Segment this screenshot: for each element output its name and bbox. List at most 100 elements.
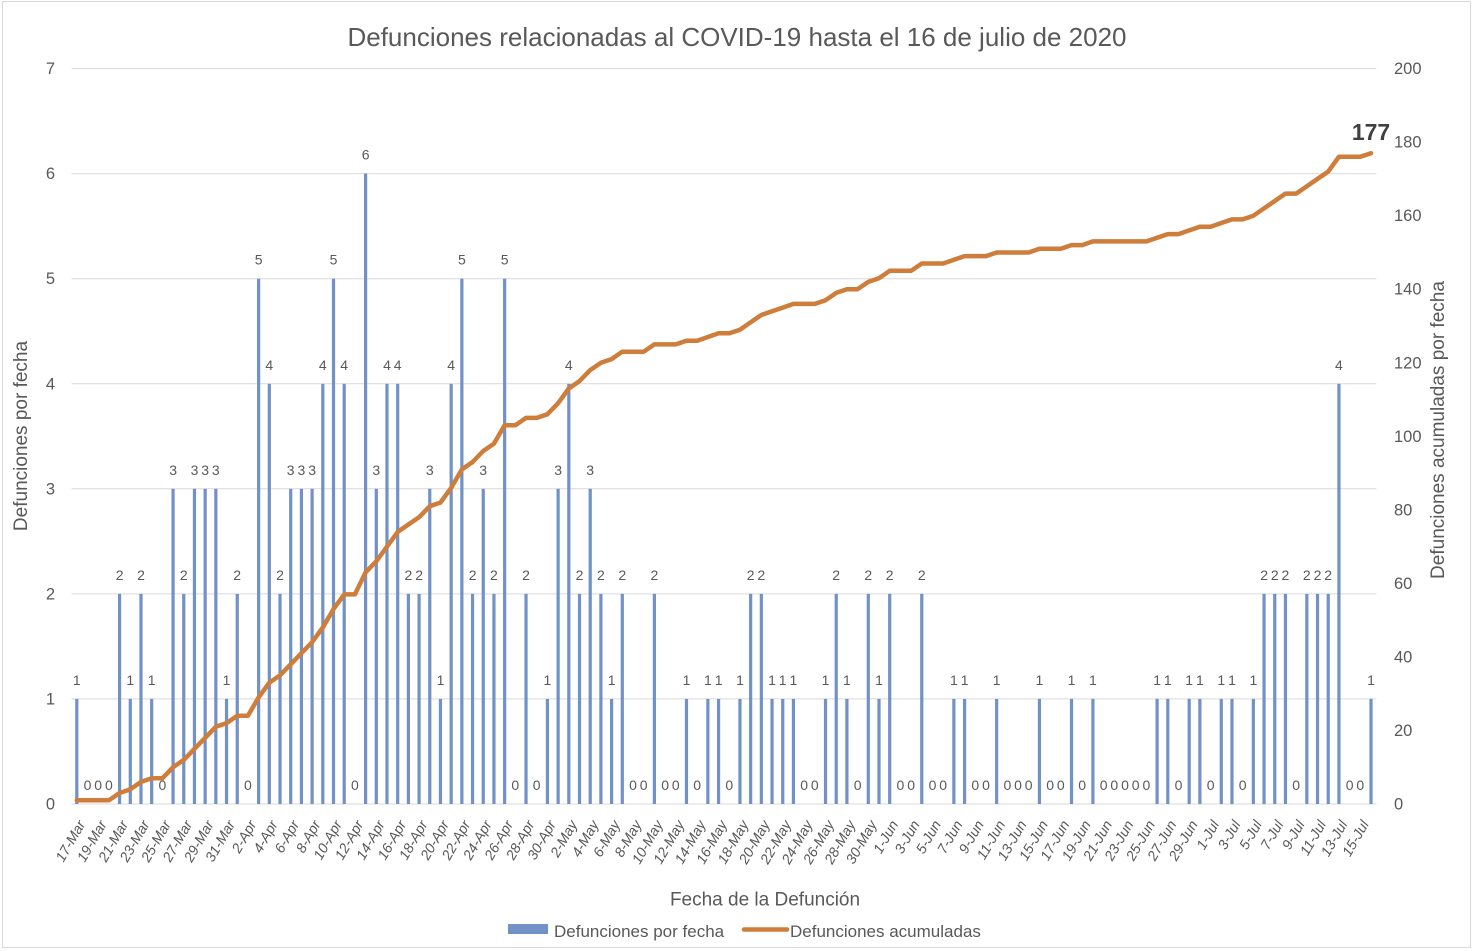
svg-text:0: 0 bbox=[1132, 777, 1140, 793]
svg-text:1: 1 bbox=[1153, 672, 1161, 688]
svg-text:1: 1 bbox=[1196, 672, 1204, 688]
svg-text:1: 1 bbox=[843, 672, 851, 688]
svg-text:1: 1 bbox=[544, 672, 552, 688]
svg-text:0: 0 bbox=[800, 777, 808, 793]
svg-text:2: 2 bbox=[137, 567, 145, 583]
svg-text:Defunciones por fecha: Defunciones por fecha bbox=[554, 922, 725, 941]
svg-text:1: 1 bbox=[1164, 672, 1172, 688]
svg-text:2: 2 bbox=[180, 567, 188, 583]
svg-text:0: 0 bbox=[939, 777, 947, 793]
svg-text:1: 1 bbox=[736, 672, 744, 688]
svg-text:1: 1 bbox=[46, 690, 55, 708]
svg-text:0: 0 bbox=[1110, 777, 1118, 793]
svg-text:4: 4 bbox=[46, 375, 55, 393]
svg-text:1: 1 bbox=[704, 672, 712, 688]
svg-text:Defunciones acumuladas: Defunciones acumuladas bbox=[790, 922, 981, 941]
svg-text:7: 7 bbox=[46, 60, 55, 78]
svg-text:0: 0 bbox=[1356, 777, 1364, 793]
svg-text:0: 0 bbox=[640, 777, 648, 793]
svg-text:2: 2 bbox=[651, 567, 659, 583]
svg-text:0: 0 bbox=[1394, 796, 1403, 814]
svg-text:0: 0 bbox=[1014, 777, 1022, 793]
svg-text:3: 3 bbox=[479, 462, 487, 478]
svg-text:0: 0 bbox=[511, 777, 519, 793]
svg-text:2: 2 bbox=[522, 567, 530, 583]
svg-text:5: 5 bbox=[501, 252, 509, 268]
svg-text:2: 2 bbox=[1271, 567, 1279, 583]
svg-text:2: 2 bbox=[918, 567, 926, 583]
svg-text:0: 0 bbox=[1346, 777, 1354, 793]
svg-text:0: 0 bbox=[1004, 777, 1012, 793]
svg-text:0: 0 bbox=[1100, 777, 1108, 793]
svg-text:4: 4 bbox=[447, 357, 455, 373]
svg-text:2: 2 bbox=[46, 585, 55, 603]
svg-text:2: 2 bbox=[415, 567, 423, 583]
svg-text:0: 0 bbox=[811, 777, 819, 793]
svg-text:0: 0 bbox=[244, 777, 252, 793]
svg-text:0: 0 bbox=[1175, 777, 1183, 793]
svg-text:4: 4 bbox=[340, 357, 348, 373]
svg-text:0: 0 bbox=[854, 777, 862, 793]
svg-text:1: 1 bbox=[608, 672, 616, 688]
svg-text:200: 200 bbox=[1394, 60, 1422, 78]
svg-text:1: 1 bbox=[437, 672, 445, 688]
svg-text:0: 0 bbox=[982, 777, 990, 793]
svg-text:3: 3 bbox=[298, 462, 306, 478]
svg-text:180: 180 bbox=[1394, 134, 1422, 152]
svg-text:2: 2 bbox=[1324, 567, 1332, 583]
svg-text:1: 1 bbox=[1228, 672, 1236, 688]
svg-text:1: 1 bbox=[148, 672, 156, 688]
svg-text:0: 0 bbox=[533, 777, 541, 793]
svg-text:0: 0 bbox=[84, 777, 92, 793]
svg-text:2: 2 bbox=[832, 567, 840, 583]
svg-text:4: 4 bbox=[383, 357, 391, 373]
svg-text:1: 1 bbox=[779, 672, 787, 688]
svg-text:0: 0 bbox=[907, 777, 915, 793]
svg-text:5: 5 bbox=[330, 252, 338, 268]
svg-text:4: 4 bbox=[319, 357, 327, 373]
svg-text:100: 100 bbox=[1394, 428, 1422, 446]
svg-text:2: 2 bbox=[490, 567, 498, 583]
svg-text:120: 120 bbox=[1394, 354, 1422, 372]
svg-text:1: 1 bbox=[126, 672, 134, 688]
svg-text:2: 2 bbox=[405, 567, 413, 583]
svg-text:1: 1 bbox=[1185, 672, 1193, 688]
svg-text:0: 0 bbox=[929, 777, 937, 793]
svg-text:Defunciones por fecha: Defunciones por fecha bbox=[11, 341, 32, 532]
svg-text:2: 2 bbox=[469, 567, 477, 583]
svg-text:160: 160 bbox=[1394, 207, 1422, 225]
svg-text:2: 2 bbox=[618, 567, 626, 583]
svg-text:4: 4 bbox=[265, 357, 273, 373]
svg-text:Defunciones relacionadas al CO: Defunciones relacionadas al COVID-19 has… bbox=[347, 22, 1126, 52]
svg-text:0: 0 bbox=[1078, 777, 1086, 793]
svg-text:4: 4 bbox=[394, 357, 402, 373]
svg-text:0: 0 bbox=[94, 777, 102, 793]
svg-text:20: 20 bbox=[1394, 722, 1412, 740]
svg-text:0: 0 bbox=[897, 777, 905, 793]
svg-text:2: 2 bbox=[757, 567, 765, 583]
svg-text:80: 80 bbox=[1394, 501, 1412, 519]
svg-text:1: 1 bbox=[950, 672, 958, 688]
svg-text:6: 6 bbox=[362, 147, 370, 163]
svg-text:0: 0 bbox=[159, 777, 167, 793]
svg-text:1: 1 bbox=[1068, 672, 1076, 688]
svg-text:0: 0 bbox=[661, 777, 669, 793]
svg-text:1: 1 bbox=[993, 672, 1001, 688]
svg-text:0: 0 bbox=[672, 777, 680, 793]
svg-text:0: 0 bbox=[351, 777, 359, 793]
svg-text:3: 3 bbox=[586, 462, 594, 478]
svg-text:0: 0 bbox=[1025, 777, 1033, 793]
svg-text:0: 0 bbox=[1292, 777, 1300, 793]
svg-text:1: 1 bbox=[715, 672, 723, 688]
svg-text:0: 0 bbox=[725, 777, 733, 793]
svg-text:2: 2 bbox=[747, 567, 755, 583]
svg-text:0: 0 bbox=[1143, 777, 1151, 793]
svg-text:0: 0 bbox=[629, 777, 637, 793]
svg-text:2: 2 bbox=[1282, 567, 1290, 583]
svg-text:1: 1 bbox=[768, 672, 776, 688]
svg-text:3: 3 bbox=[212, 462, 220, 478]
svg-text:5: 5 bbox=[255, 252, 263, 268]
svg-text:3: 3 bbox=[46, 480, 55, 498]
svg-text:3: 3 bbox=[287, 462, 295, 478]
svg-text:2: 2 bbox=[864, 567, 872, 583]
